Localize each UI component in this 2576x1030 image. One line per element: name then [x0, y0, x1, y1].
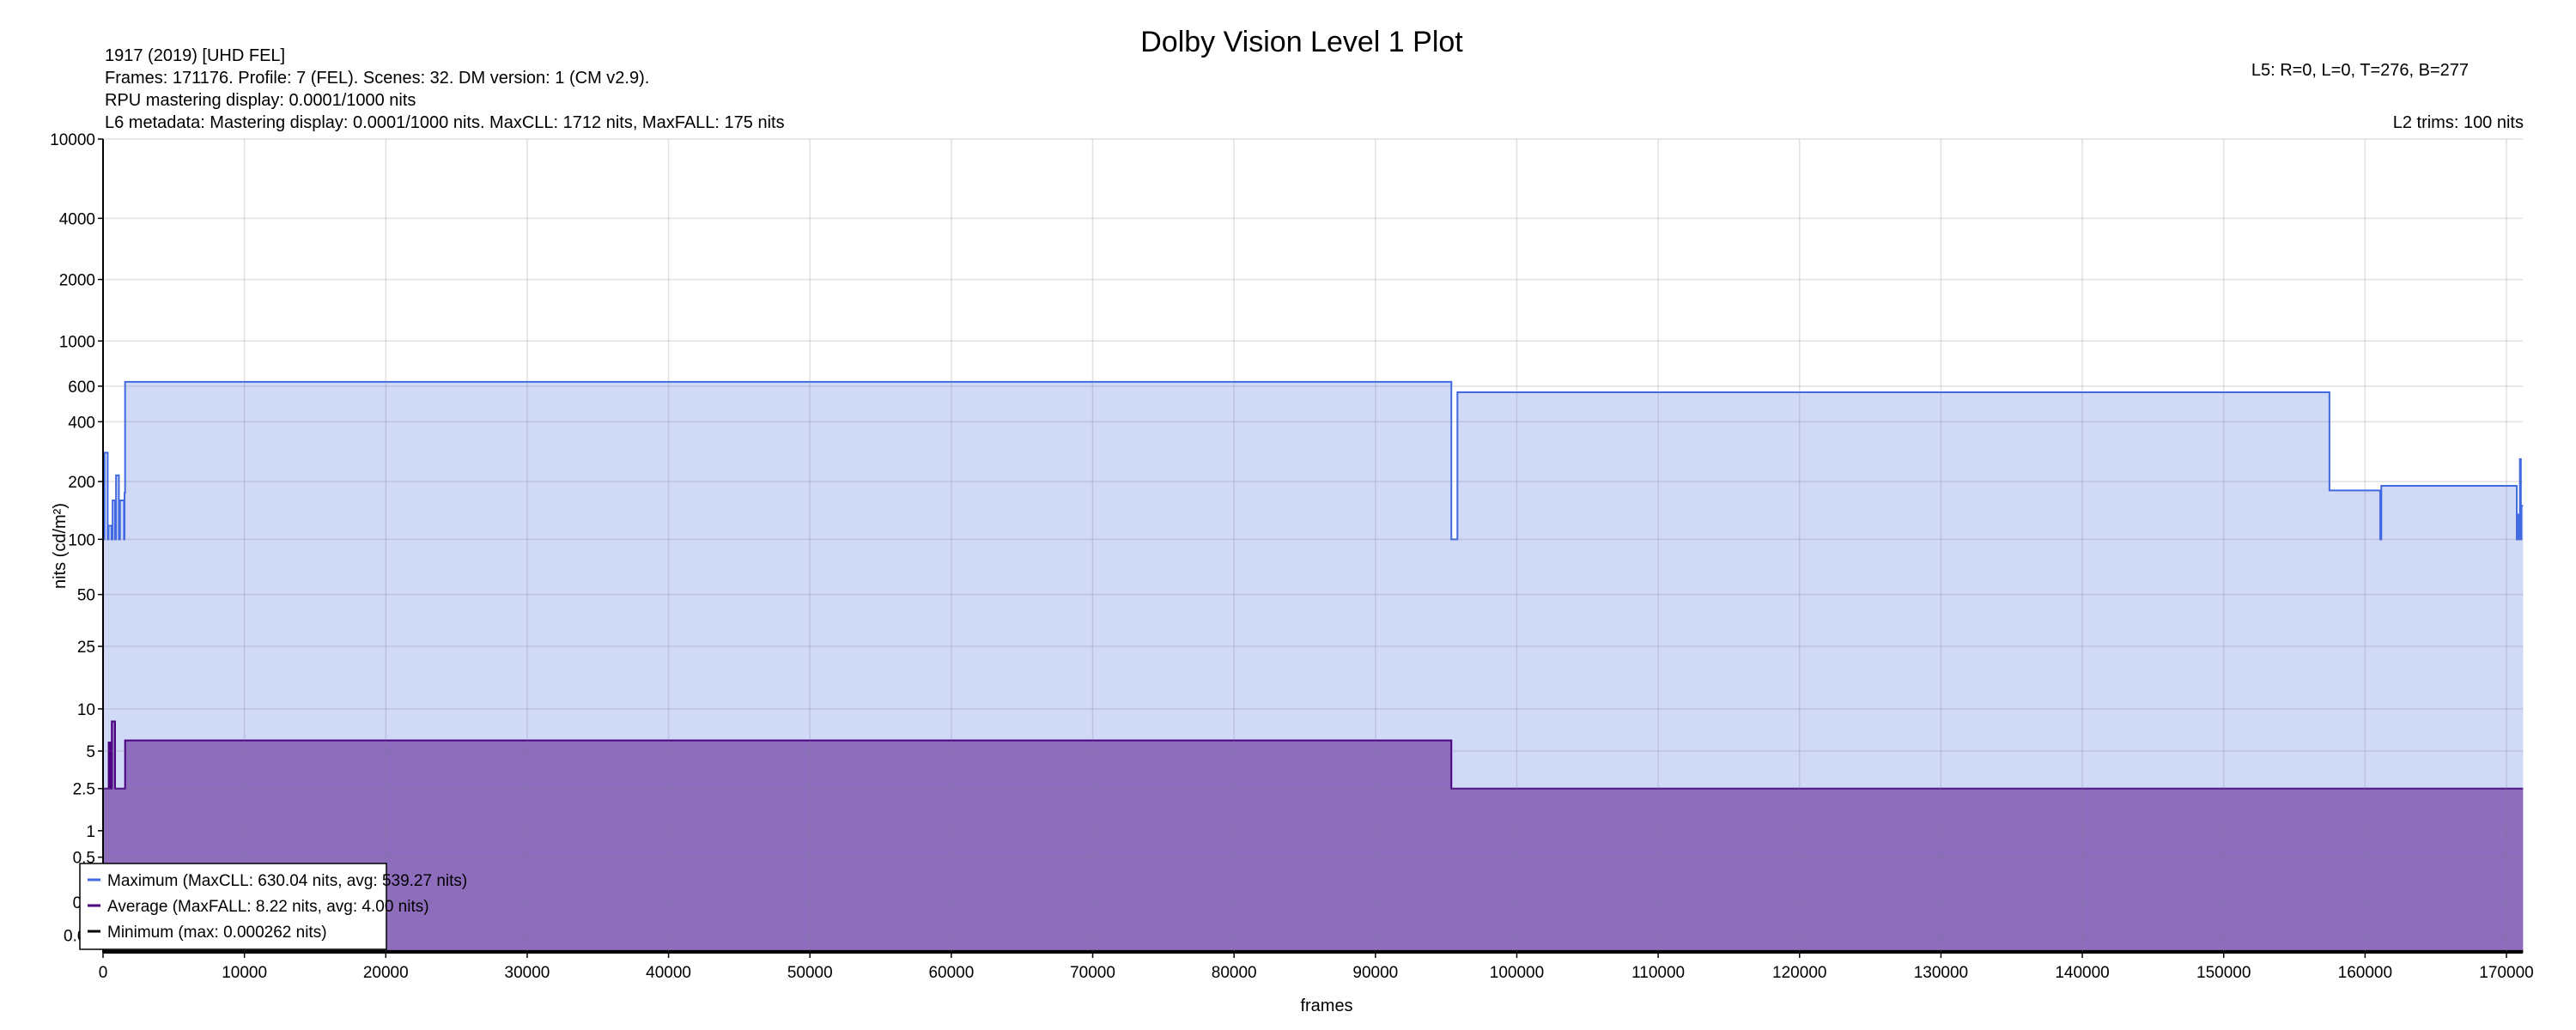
- legend-label-minimum: Minimum (max: 0.000262 nits): [107, 924, 327, 942]
- series-average-area: [103, 721, 2524, 953]
- y-tick-label: 5: [86, 743, 95, 761]
- y-tick-label: 2000: [59, 272, 95, 290]
- y-tick-label: 10: [77, 701, 95, 719]
- info-frames: Frames: 171176. Profile: 7 (FEL). Scenes…: [105, 69, 649, 88]
- x-tick-label: 50000: [787, 964, 833, 982]
- x-tick-label: 80000: [1212, 964, 1257, 982]
- x-tick-label: 170000: [2479, 964, 2533, 982]
- x-tick-label: 120000: [1772, 964, 1826, 982]
- x-tick-label: 40000: [646, 964, 691, 982]
- y-tick-label: 10000: [50, 131, 95, 149]
- x-tick-label: 140000: [2055, 964, 2109, 982]
- y-tick-label: 1: [86, 823, 95, 841]
- series-average-line: [103, 720, 2524, 790]
- x-tick-label: 30000: [505, 964, 550, 982]
- grid: [103, 138, 2523, 953]
- y-tick-label: 600: [68, 379, 95, 397]
- x-tick-label: 60000: [928, 964, 974, 982]
- x-tick-label: 130000: [1914, 964, 1968, 982]
- y-tick-label: 400: [68, 414, 95, 432]
- info-rpu: RPU mastering display: 0.0001/1000 nits: [105, 91, 416, 110]
- y-tick-label: 25: [77, 639, 95, 657]
- plot-area: [103, 380, 2524, 953]
- info-l5: L5: R=0, L=0, T=276, B=277: [2251, 61, 2469, 80]
- legend-box: [79, 863, 387, 950]
- y-tick-label: 1000: [59, 333, 95, 351]
- axes: 0 10000 20000 30000 40000 50000 60000 70000 8000…: [50, 131, 2534, 982]
- legend: Maximum (MaxCLL: 630.04 nits, avg: 539.2…: [79, 863, 467, 950]
- info-l6: L6 metadata: Mastering display: 0.0001/1…: [105, 113, 785, 132]
- info-l2: L2 trims: 100 nits: [2393, 113, 2524, 132]
- x-tick-label: 20000: [363, 964, 409, 982]
- legend-label-maximum: Maximum (MaxCLL: 630.04 nits, avg: 539.2…: [107, 872, 467, 890]
- x-tick-label: 110000: [1631, 964, 1685, 982]
- y-tick-label: 200: [68, 474, 95, 492]
- x-tick-label: 100000: [1490, 964, 1544, 982]
- x-tick-label: 70000: [1070, 964, 1115, 982]
- x-tick-label: 90000: [1352, 964, 1398, 982]
- x-tick-label: 0: [99, 964, 108, 982]
- y-tick-label: 4000: [59, 210, 95, 228]
- y-tick-label: 50: [77, 587, 95, 605]
- legend-label-average: Average (MaxFALL: 8.22 nits, avg: 4.00 n…: [107, 898, 429, 916]
- x-axis-label: frames: [1300, 997, 1352, 1015]
- info-right: L5: R=0, L=0, T=276, B=277 L2 trims: 100…: [2251, 61, 2524, 132]
- series-maximum-line: [103, 380, 2524, 541]
- x-tick-label: 160000: [2338, 964, 2392, 982]
- x-tick-label: 10000: [222, 964, 267, 982]
- y-axis-label: nits (cd/m²): [51, 503, 70, 589]
- info-title: 1917 (2019) [UHD FEL]: [105, 46, 285, 65]
- chart-title: Dolby Vision Level 1 Plot: [1140, 26, 1463, 58]
- x-tick-label: 150000: [2196, 964, 2251, 982]
- y-tick-label: 100: [68, 531, 95, 549]
- info-left: 1917 (2019) [UHD FEL] Frames: 171176. Pr…: [105, 46, 785, 132]
- y-tick-label: 2.5: [73, 781, 95, 799]
